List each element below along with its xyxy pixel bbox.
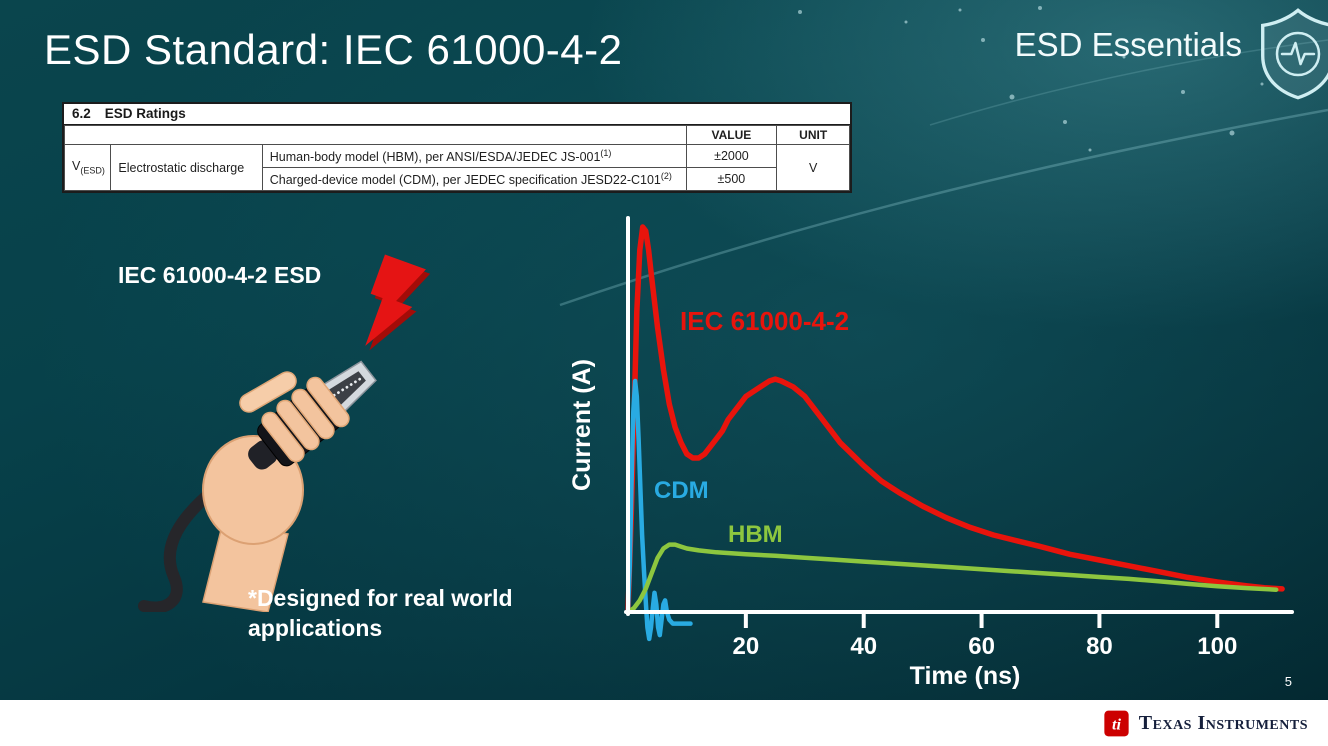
hbm-description-cell: Human-body model (HBM), per ANSI/ESDA/JE… bbox=[261, 143, 687, 169]
ti-logo-icon: ti bbox=[1104, 710, 1129, 736]
footer-bar: ti Texas Instruments bbox=[0, 700, 1328, 746]
esd-ratings-table: VALUE UNIT V(ESD) Electrostatic discharg… bbox=[63, 125, 850, 192]
x-tick-label: 40 bbox=[850, 633, 877, 660]
unit-column-header: UNIT bbox=[776, 125, 850, 145]
x-tick-label: 60 bbox=[968, 633, 995, 660]
cdm-description: Charged-device model (CDM), per JEDEC sp… bbox=[269, 173, 661, 188]
vesd-symbol-cell: V(ESD) bbox=[63, 143, 112, 192]
cdm-value-cell: ±500 bbox=[685, 167, 778, 192]
iec-esd-label: IEC 61000-4-2 ESD bbox=[118, 262, 322, 288]
x-axis-label: Time (ns) bbox=[910, 662, 1021, 690]
page-title: ESD Standard: IEC 61000-4-2 bbox=[44, 26, 623, 73]
heartbeat-pulse-icon bbox=[1280, 41, 1316, 66]
cdm-footnote-sup: (2) bbox=[660, 171, 672, 182]
x-tick-label: 80 bbox=[1086, 633, 1113, 660]
series-title: ESD Essentials bbox=[1014, 26, 1242, 63]
hbm-footnote-sup: (1) bbox=[600, 148, 612, 158]
series-line-cdm bbox=[625, 378, 693, 642]
series-line-hbm bbox=[625, 542, 1279, 615]
vesd-subscript: (ESD) bbox=[80, 165, 105, 176]
esd-shield-icon bbox=[1261, 8, 1328, 100]
table-row-cdm: Charged-device model (CDM), per JEDEC sp… bbox=[65, 167, 850, 192]
ratings-table-title: 6.2 ESD Ratings bbox=[64, 104, 850, 125]
lightning-bolt-icon bbox=[365, 254, 431, 351]
thumb bbox=[239, 371, 297, 413]
ti-brand: ti Texas Instruments bbox=[1103, 709, 1308, 738]
designed-note: *Designed for real world applications bbox=[248, 585, 513, 641]
hbm-value-cell: ±2000 bbox=[685, 143, 778, 169]
table-header-row: VALUE UNIT bbox=[64, 125, 850, 145]
row-label-cell: Electrostatic discharge bbox=[110, 143, 263, 192]
series-label-hbm: HBM bbox=[728, 521, 783, 548]
esd-current-chart: 20 40 60 80 100 Time (ns) Current (A) IEC 61… bbox=[568, 190, 1308, 695]
x-tick-label: 20 bbox=[733, 633, 760, 660]
unit-cell: V bbox=[776, 143, 850, 192]
page-number: 5 bbox=[1284, 674, 1292, 689]
x-tick-label: 100 bbox=[1197, 633, 1237, 660]
hand-holding-connector-illustration bbox=[138, 360, 377, 612]
chart-canvas: 20 40 60 80 100 Time (ns) Current (A) IEC 61… bbox=[568, 216, 1294, 690]
series-line-iec-61000-4-2 bbox=[625, 224, 1285, 615]
value-column-header: VALUE bbox=[685, 125, 778, 145]
series-label-iec: IEC 61000-4-2 bbox=[680, 306, 849, 336]
series-label-cdm: CDM bbox=[654, 477, 709, 504]
esd-ratings-table-card: 6.2 ESD Ratings VALUE UNIT V(ESD) Electro… bbox=[62, 102, 852, 194]
hbm-description: Human-body model (HBM), per ANSI/ESDA/JE… bbox=[269, 150, 601, 165]
y-axis-label: Current (A) bbox=[568, 359, 596, 491]
section-title: ESD Ratings bbox=[104, 106, 186, 121]
fingers bbox=[261, 376, 350, 463]
x-axis-ticks: 20 40 60 80 100 bbox=[733, 610, 1237, 660]
svg-text:ti: ti bbox=[1112, 715, 1121, 733]
palm bbox=[202, 435, 304, 545]
section-number: 6.2 bbox=[72, 106, 91, 121]
ti-wordmark: Texas Instruments bbox=[1138, 711, 1308, 734]
chart-series-lines bbox=[625, 224, 1285, 642]
cdm-description-cell: Charged-device model (CDM), per JEDEC sp… bbox=[261, 167, 687, 192]
table-row-hbm: V(ESD) Electrostatic discharge Human-bod… bbox=[63, 143, 850, 192]
header-empty-cell bbox=[64, 125, 687, 145]
vesd-symbol: V bbox=[72, 159, 81, 174]
